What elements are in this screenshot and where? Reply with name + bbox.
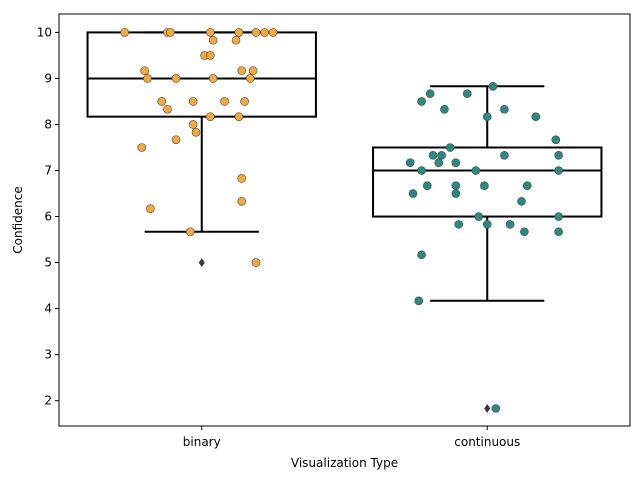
data-point xyxy=(237,66,247,75)
data-point xyxy=(120,28,129,37)
data-point xyxy=(422,181,432,191)
data-point xyxy=(157,97,167,106)
data-point xyxy=(517,197,526,206)
data-point xyxy=(474,212,483,221)
data-point xyxy=(237,197,247,206)
data-point xyxy=(451,189,461,198)
plot-marks xyxy=(86,28,603,414)
y-tick-label: 2 xyxy=(44,394,52,408)
data-point xyxy=(268,28,278,37)
data-point xyxy=(140,66,149,75)
data-point xyxy=(208,74,218,83)
y-tick-label: 9 xyxy=(44,71,52,85)
data-point xyxy=(434,158,444,167)
box-body xyxy=(86,31,317,118)
data-point xyxy=(206,112,215,121)
y-tick-label: 7 xyxy=(44,164,52,178)
data-point xyxy=(488,81,498,91)
data-point xyxy=(482,220,492,229)
data-point xyxy=(522,181,532,191)
data-point xyxy=(451,158,461,167)
data-point xyxy=(171,135,181,144)
data-point xyxy=(206,51,215,60)
data-point xyxy=(554,227,563,237)
y-tick-label: 5 xyxy=(44,256,52,270)
data-point xyxy=(237,174,247,183)
data-point xyxy=(234,112,244,121)
y-tick-label: 4 xyxy=(44,302,52,316)
data-point xyxy=(405,158,415,167)
data-point xyxy=(480,181,489,191)
data-point xyxy=(554,212,563,221)
data-point xyxy=(471,166,481,175)
y-axis-label: Confidence xyxy=(11,186,25,253)
data-point xyxy=(137,143,147,152)
data-point xyxy=(163,104,172,114)
data-point xyxy=(491,404,501,413)
data-point xyxy=(408,189,418,198)
data-point xyxy=(188,120,198,129)
x-tick-label-binary: binary xyxy=(183,435,221,449)
x-tick-label-continuous: continuous xyxy=(454,435,520,449)
data-point xyxy=(462,89,472,98)
data-point xyxy=(240,97,249,106)
box-group-binary xyxy=(86,28,317,268)
data-point xyxy=(186,227,195,237)
data-point xyxy=(554,151,563,160)
outlier-marker xyxy=(198,258,205,268)
data-point xyxy=(554,166,563,175)
data-point xyxy=(417,166,426,175)
data-point xyxy=(440,104,449,114)
y-tick-label: 10 xyxy=(37,25,52,39)
data-point xyxy=(482,112,492,121)
data-point xyxy=(191,128,201,137)
data-point xyxy=(245,74,255,83)
data-point xyxy=(414,296,424,306)
data-point xyxy=(251,28,261,37)
data-point xyxy=(454,220,464,229)
y-tick-label: 8 xyxy=(44,117,52,131)
data-point xyxy=(260,28,269,37)
data-point xyxy=(171,74,181,83)
data-point xyxy=(188,97,198,106)
y-tick-label: 6 xyxy=(44,210,52,224)
data-point xyxy=(451,181,461,191)
data-point xyxy=(425,89,435,98)
data-point xyxy=(500,104,509,114)
data-point xyxy=(231,35,241,45)
data-point xyxy=(500,151,509,160)
data-point xyxy=(146,204,155,214)
data-point xyxy=(428,151,438,160)
y-tick-label: 3 xyxy=(44,348,52,362)
x-axis: binary continuous xyxy=(183,426,520,449)
plot-frame xyxy=(58,13,631,427)
data-point xyxy=(248,66,258,75)
data-point xyxy=(208,35,218,45)
data-point xyxy=(234,28,244,37)
box-body xyxy=(372,146,603,218)
data-point xyxy=(437,151,446,160)
data-point xyxy=(531,112,541,121)
data-point xyxy=(417,97,426,106)
data-point xyxy=(445,143,455,152)
data-point xyxy=(251,258,261,267)
x-axis-label: Visualization Type xyxy=(291,456,398,470)
data-point xyxy=(166,28,175,37)
data-point xyxy=(505,220,515,229)
data-point xyxy=(417,250,426,260)
data-point xyxy=(520,227,529,237)
box-group-continuous xyxy=(372,81,603,414)
y-axis: 2 3 4 5 6 7 8 9 10 xyxy=(37,25,59,408)
data-point xyxy=(206,28,215,37)
data-point xyxy=(220,97,229,106)
outlier-marker xyxy=(484,404,491,414)
data-point xyxy=(551,135,561,144)
data-point xyxy=(143,74,152,83)
